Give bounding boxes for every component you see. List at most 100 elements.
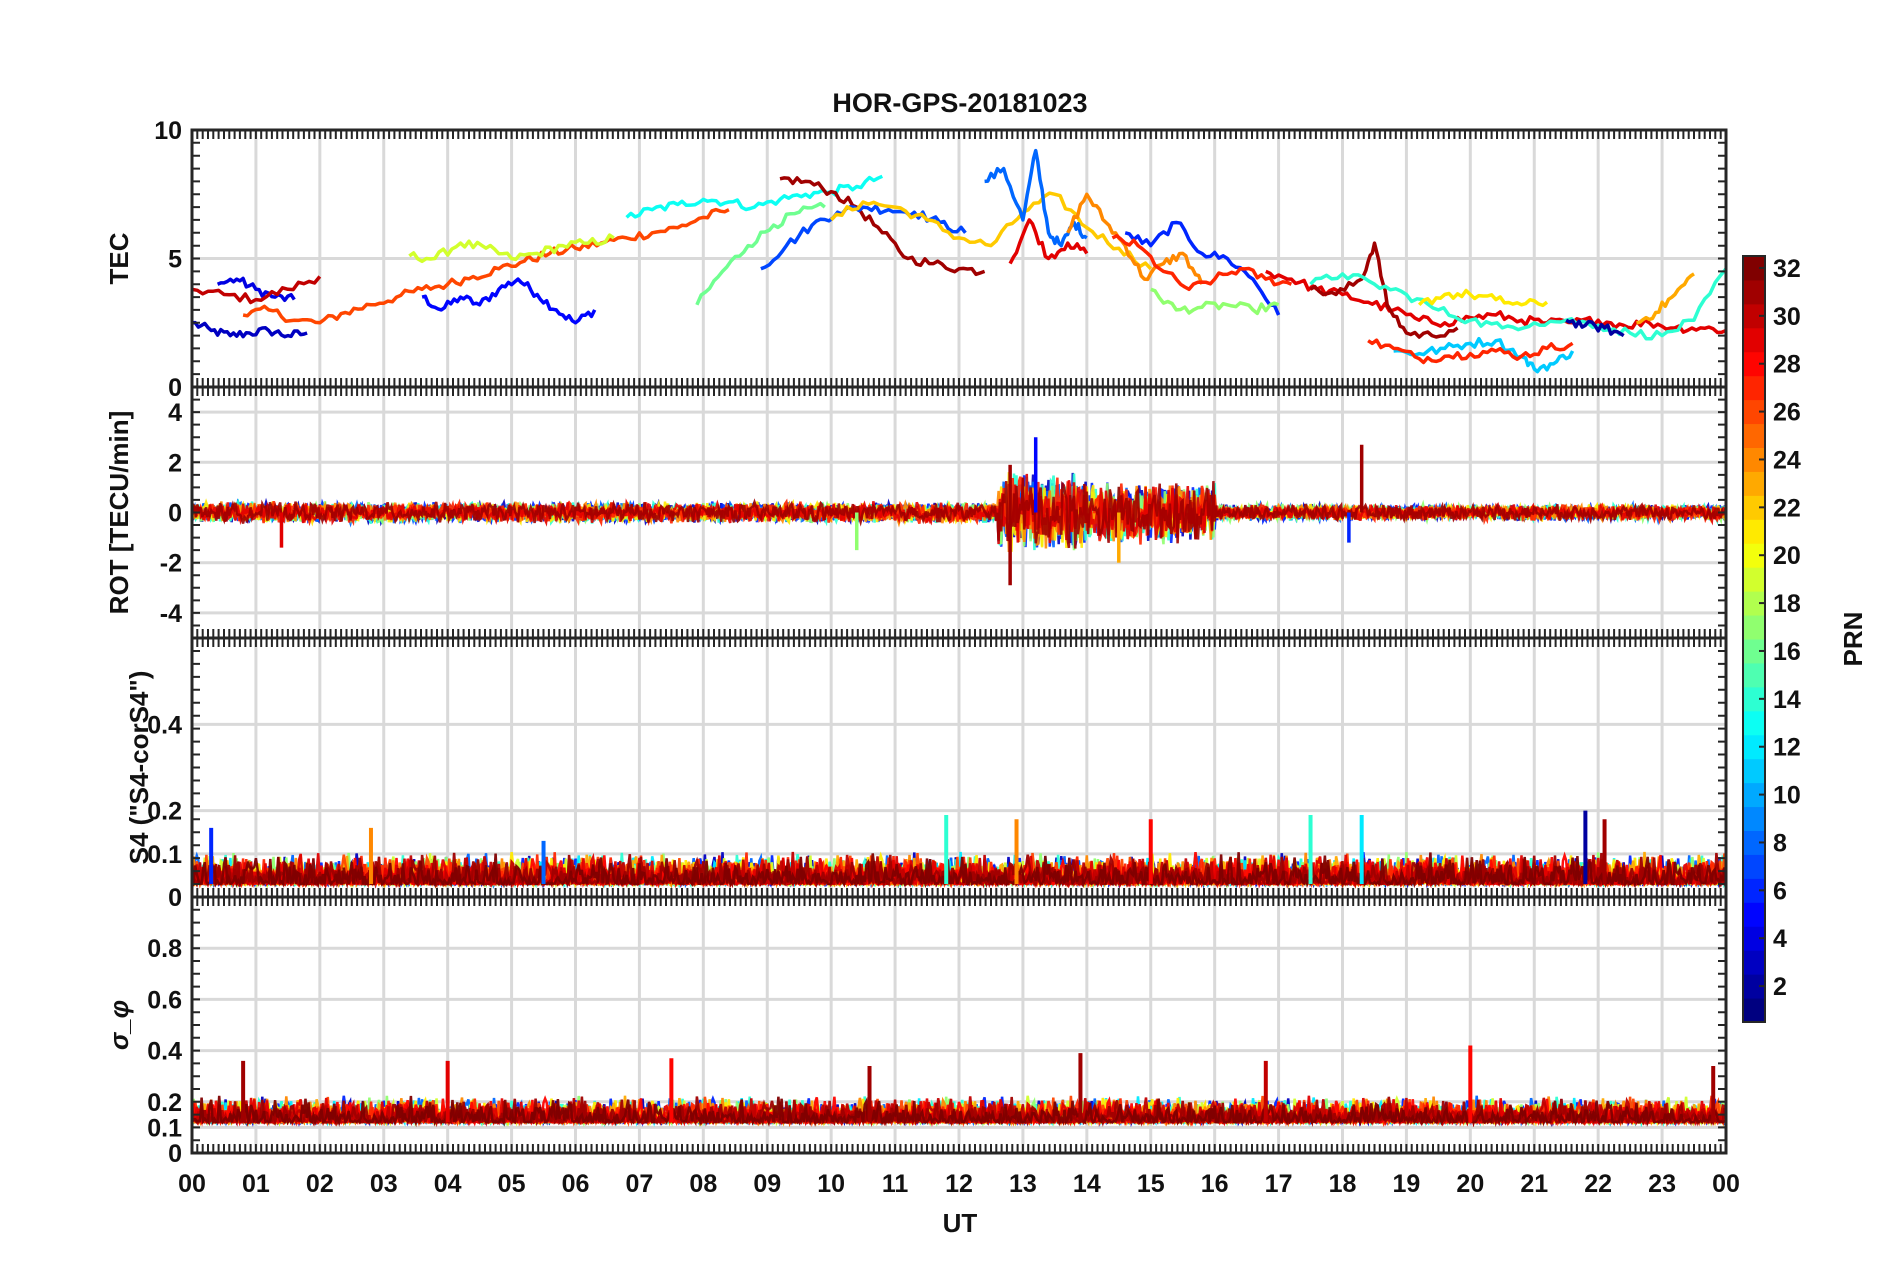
x-tick-label: 17 — [1265, 1170, 1293, 1198]
y-tick-label: 2 — [168, 449, 182, 477]
colorbar-segment — [1743, 327, 1765, 353]
tec-series-prn-3 — [192, 320, 308, 339]
colorbar-segment — [1743, 902, 1765, 927]
x-tick-label: 13 — [1009, 1170, 1037, 1198]
y-tick-label: 0 — [168, 374, 182, 402]
colorbar-tick-label: 28 — [1773, 351, 1801, 379]
colorbar-tick-label: 4 — [1773, 925, 1787, 953]
minor-ticks-s4 — [191, 637, 1727, 898]
colorbar-tick-label: 22 — [1773, 494, 1801, 522]
x-tick-label: 08 — [689, 1170, 717, 1198]
x-tick-label: 10 — [817, 1170, 845, 1198]
tick-marks — [191, 129, 1727, 388]
colorbar-segment — [1743, 519, 1765, 544]
colorbar-segment — [1743, 830, 1765, 855]
x-tick-label: 16 — [1201, 1170, 1229, 1198]
series-group-rot — [192, 437, 1726, 586]
tec-series-prn-19 — [408, 233, 615, 264]
y-axis-label-sigma_phi: σ_φ — [104, 1000, 134, 1050]
x-tick-label: 09 — [753, 1170, 781, 1198]
colorbar-tick-label: 16 — [1773, 638, 1801, 666]
colorbar-segment — [1743, 375, 1765, 401]
tec-series-prn-16 — [695, 201, 826, 306]
y-tick-label: 0.2 — [147, 798, 182, 826]
x-tick-label: 01 — [242, 1170, 270, 1198]
y-tick-label: -2 — [160, 550, 182, 578]
colorbar-segment — [1743, 998, 1765, 1023]
panel-rot: -4 -2 0 2 4 ROT [TECU/min] — [104, 385, 1728, 640]
colorbar-tick-label: 6 — [1773, 877, 1787, 905]
y-tick-label: 5 — [168, 246, 182, 274]
y-tick-label: 4 — [168, 399, 182, 427]
colorbar-tick-label: 26 — [1773, 399, 1801, 427]
colorbar-segment — [1743, 806, 1765, 831]
x-axis-label: UT — [943, 1208, 978, 1238]
tec-series-prn-4 — [216, 276, 296, 303]
tec-series-prn-6 — [1124, 220, 1281, 316]
colorbar-tick-label: 12 — [1773, 734, 1801, 762]
colorbar-segment — [1743, 495, 1765, 520]
panel-s4: 0 0.1 0.2 0.4S4 ("S4-corS4") — [124, 636, 1728, 912]
colorbar-segment — [1743, 351, 1765, 377]
y-tick-labels-tec: 0 5 10 — [154, 117, 182, 402]
y-tick-label: 0.2 — [147, 1089, 182, 1117]
x-tick-label: 20 — [1456, 1170, 1484, 1198]
colorbar-segment — [1743, 567, 1765, 592]
colorbar-segment — [1743, 710, 1765, 736]
colorbar-tick-label: 14 — [1773, 686, 1801, 714]
colorbar-segment — [1743, 782, 1765, 808]
s4-series-prn-32 — [192, 852, 1726, 889]
y-tick-label: 0.8 — [147, 935, 182, 963]
tick-marks — [191, 386, 1727, 639]
y-tick-labels-sigma_phi: 00.10.2 0.4 0.6 0.8 — [147, 935, 182, 1168]
y-tick-label: 0.1 — [147, 1114, 182, 1142]
colorbar-segment — [1743, 303, 1765, 329]
colorbar-tick-label: 2 — [1773, 973, 1787, 1001]
colorbar-segment — [1743, 447, 1765, 472]
y-tick-label: 10 — [154, 117, 182, 145]
y-tick-label: 0 — [168, 500, 182, 528]
x-tick-label: 07 — [626, 1170, 654, 1198]
tec-series-prn-22 — [829, 191, 1153, 271]
x-tick-label: 00 — [1712, 1170, 1740, 1198]
x-tick-label: 15 — [1137, 1170, 1165, 1198]
colorbar-segment — [1743, 926, 1765, 951]
tec-series-prn-23 — [1636, 272, 1695, 325]
x-tick-label: 03 — [370, 1170, 398, 1198]
colorbar-tick-label: 32 — [1773, 255, 1801, 283]
x-tick-label: 04 — [434, 1170, 462, 1198]
y-tick-label: 0.4 — [147, 711, 182, 739]
tec-series-prn-14 — [1309, 267, 1726, 341]
colorbar-segment — [1743, 399, 1765, 425]
tec-series-prn-27 — [1367, 338, 1574, 365]
colorbar-segment — [1743, 950, 1765, 975]
x-tick-label: 18 — [1329, 1170, 1357, 1198]
x-tick-label: 14 — [1073, 1170, 1101, 1198]
colorbar-label: PRN — [1838, 612, 1868, 667]
colorbar-tick-label: 30 — [1773, 303, 1801, 331]
minor-ticks-sigma_phi — [191, 896, 1727, 1154]
colorbar-segment — [1743, 591, 1765, 616]
y-tick-label: 0.1 — [147, 841, 182, 869]
colorbar-tick-label: 8 — [1773, 829, 1787, 857]
colorbar-segment — [1743, 878, 1765, 903]
x-tick-label: 22 — [1584, 1170, 1612, 1198]
colorbar-tick-label: 10 — [1773, 782, 1801, 810]
colorbar-segment — [1743, 471, 1765, 496]
minor-ticks-tec — [191, 129, 1727, 388]
x-tick-label: 23 — [1648, 1170, 1676, 1198]
y-tick-labels-s4: 0 0.1 0.2 0.4 — [147, 711, 182, 912]
tec-series-prn-30 — [192, 275, 322, 305]
tec-series-prn-2 — [1565, 318, 1625, 338]
colorbar-segment — [1743, 543, 1765, 568]
series-group-s4 — [192, 810, 1726, 889]
colorbar-tick-label: 24 — [1773, 446, 1801, 474]
x-tick-label: 12 — [945, 1170, 973, 1198]
colorbar-segment — [1743, 662, 1765, 688]
colorbar-segment — [1743, 615, 1765, 640]
tick-marks — [191, 896, 1727, 1154]
